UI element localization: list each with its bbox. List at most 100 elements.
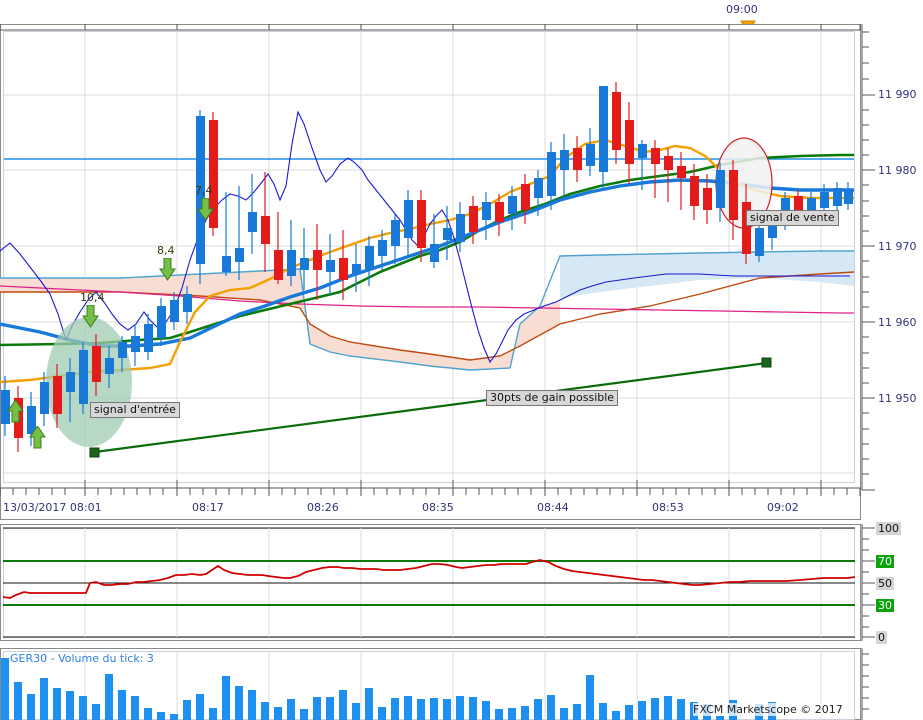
rsi-line xyxy=(2,559,856,599)
candle xyxy=(157,298,166,346)
candle xyxy=(66,358,75,422)
candle xyxy=(547,142,556,210)
candle xyxy=(404,190,413,258)
price-grid-horizontal xyxy=(4,94,854,474)
volume-bars xyxy=(1,658,776,720)
candle xyxy=(417,190,426,262)
rsi-axis-label-100: 100 xyxy=(876,522,901,535)
entry-signal-callout: signal d'entrée xyxy=(90,402,180,418)
candle xyxy=(313,224,322,300)
candle xyxy=(430,214,439,268)
signal-arrow-up-2 xyxy=(29,426,46,449)
rsi-axis xyxy=(861,524,875,641)
ichimoku-cloud-bearish xyxy=(0,269,560,370)
candle xyxy=(508,186,517,230)
candle xyxy=(521,174,530,224)
signal-arrow-label-74: 7,4 xyxy=(195,184,213,197)
price-chart-canvas xyxy=(0,24,861,496)
candle xyxy=(274,212,283,284)
time-axis-label-5: 08:53 xyxy=(652,501,684,514)
candle xyxy=(573,136,582,182)
candle xyxy=(729,160,738,240)
candle xyxy=(612,82,621,164)
time-axis-label-2: 08:26 xyxy=(307,501,339,514)
candle xyxy=(248,174,257,254)
signal-arrow-down-84 xyxy=(159,258,176,281)
candle xyxy=(53,364,62,428)
watermark: FXCM Marketscope © 2017 xyxy=(693,703,843,716)
volume-axis xyxy=(861,648,869,720)
chikou-span-line xyxy=(0,110,850,364)
rsi-axis-label-0: 0 xyxy=(876,631,887,644)
candle xyxy=(755,220,764,262)
gain-trend-line xyxy=(89,357,772,458)
candle xyxy=(638,140,647,190)
candle xyxy=(716,162,725,222)
candle xyxy=(690,164,699,220)
candle xyxy=(586,128,595,176)
current-time-marker-label: 09:00 xyxy=(726,3,758,16)
candle xyxy=(183,286,192,324)
candle xyxy=(1,376,10,436)
candle xyxy=(625,102,634,184)
signal-arrow-down-104 xyxy=(82,305,99,328)
rsi-axis-label-50: 50 xyxy=(876,577,894,590)
candle xyxy=(287,220,296,286)
candle xyxy=(92,334,101,396)
kijun-blue-line xyxy=(0,178,854,348)
candle xyxy=(209,112,218,236)
time-axis-label-6: 09:02 xyxy=(767,501,799,514)
price-axis-label-11960: 11 960 xyxy=(878,316,917,329)
candle xyxy=(170,292,179,330)
candle xyxy=(105,346,114,388)
candle xyxy=(469,196,478,244)
price-top-tick-band xyxy=(0,24,861,31)
signal-arrow-up-1 xyxy=(7,400,24,423)
candle xyxy=(131,324,140,366)
candle xyxy=(677,152,686,210)
price-axis-label-11950: 11 950 xyxy=(878,392,917,405)
sell-signal-callout: signal de vente xyxy=(746,210,839,226)
candle xyxy=(365,236,374,286)
time-axis-label-3: 08:35 xyxy=(422,501,454,514)
price-axis-label-11980: 11 980 xyxy=(878,164,917,177)
candle xyxy=(40,372,49,426)
senkou-span-b-line xyxy=(0,271,855,361)
candle xyxy=(844,182,853,210)
price-bottom-tick-band xyxy=(0,480,861,496)
candle xyxy=(144,314,153,360)
candle xyxy=(300,228,309,290)
pink-ma-line xyxy=(0,285,854,314)
senkou-span-a-line xyxy=(0,250,854,371)
time-axis-label-0: 13/03/2017 08:01 xyxy=(3,501,102,514)
time-axis-label-4: 08:44 xyxy=(537,501,569,514)
candle xyxy=(456,202,465,252)
candle xyxy=(391,214,400,264)
candle xyxy=(495,194,504,236)
candle xyxy=(482,192,491,240)
candle xyxy=(118,336,127,372)
volume-panel-title: GER30 - Volume du tick: 3 xyxy=(10,652,154,665)
candlestick-series xyxy=(1,82,853,452)
candle xyxy=(378,230,387,270)
candle xyxy=(79,342,88,414)
price-axis xyxy=(861,24,875,491)
time-axis-label-1: 08:17 xyxy=(192,501,224,514)
rsi-axis-label-30: 30 xyxy=(876,599,894,612)
candle xyxy=(664,148,673,202)
candle xyxy=(599,86,608,188)
candle xyxy=(235,186,244,280)
tenkan-orange-line xyxy=(0,138,854,384)
candle xyxy=(703,174,712,224)
candle xyxy=(443,206,452,260)
candle xyxy=(326,234,335,296)
rsi-chart-canvas xyxy=(2,527,856,638)
candle xyxy=(352,244,361,292)
candle xyxy=(534,170,543,216)
rsi-axis-label-70: 70 xyxy=(876,555,894,568)
signal-arrow-down-74 xyxy=(197,198,214,221)
signal-arrow-label-104: 10,4 xyxy=(80,291,105,304)
price-axis-label-11990: 11 990 xyxy=(878,88,917,101)
price-axis-label-11970: 11 970 xyxy=(878,240,917,253)
